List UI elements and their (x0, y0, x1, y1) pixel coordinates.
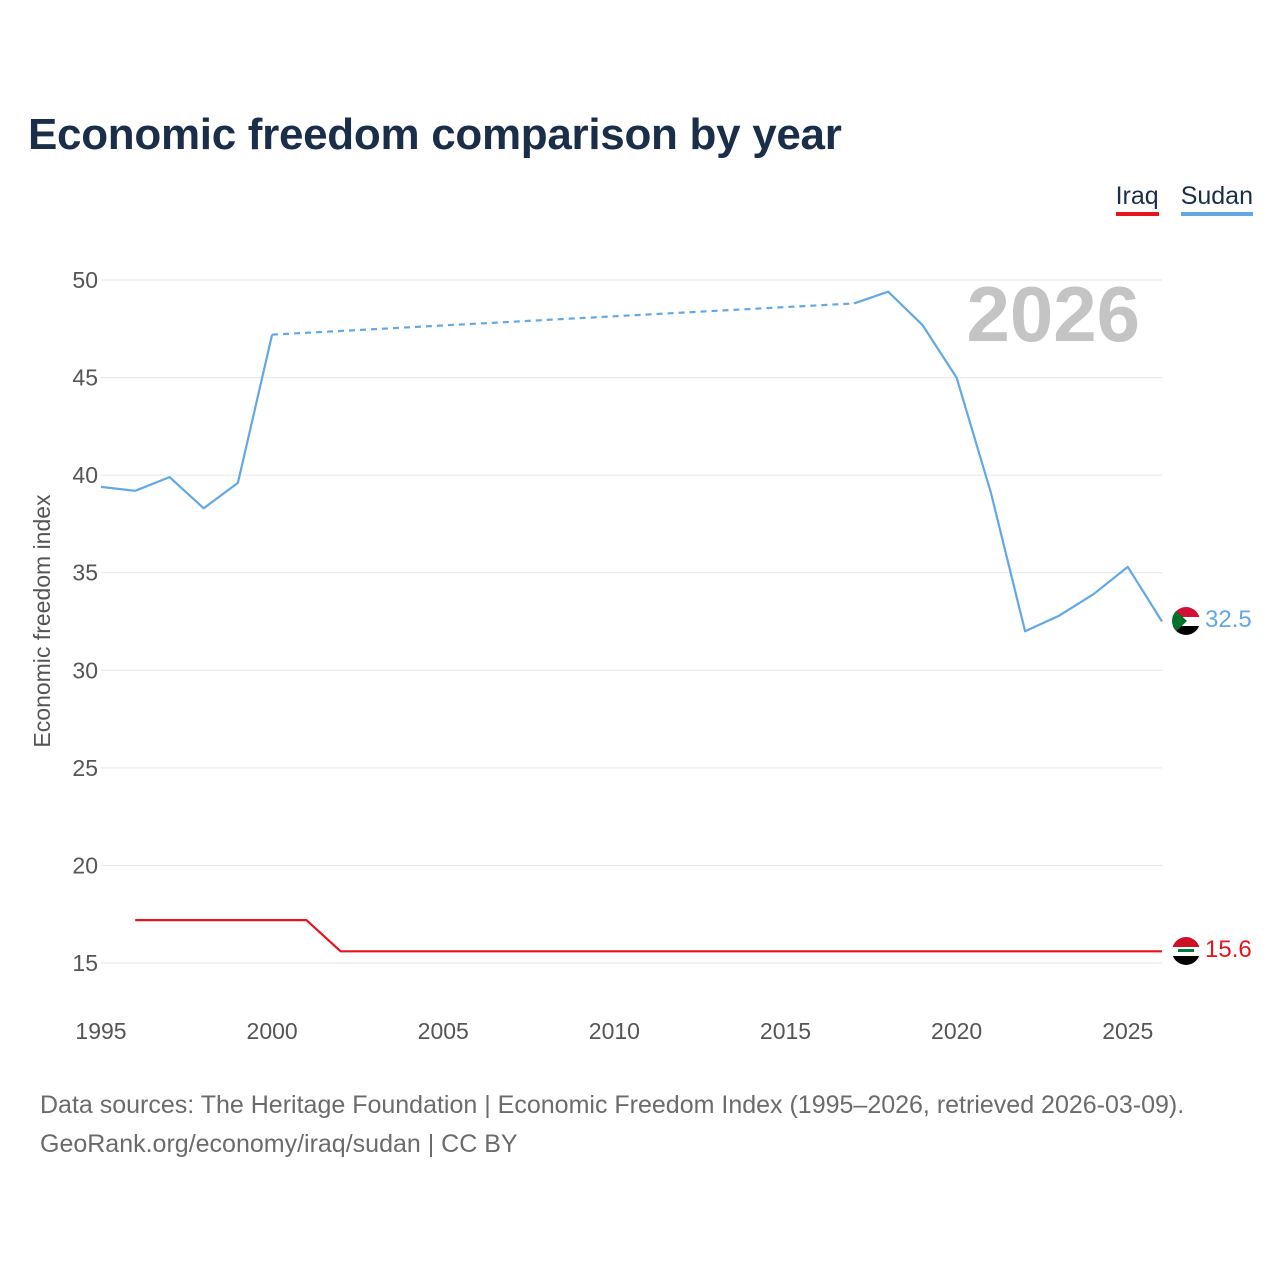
y-tick-label: 30 (72, 657, 98, 683)
x-tick-label: 2015 (760, 1018, 811, 1044)
legend: Iraq Sudan (1115, 182, 1253, 216)
y-tick-label: 50 (72, 267, 98, 293)
data-source-text: Data sources: The Heritage Foundation | … (40, 1091, 1185, 1119)
footer: Data sources: The Heritage Foundation | … (40, 1086, 1184, 1164)
x-tick-label: 2000 (247, 1018, 298, 1044)
x-tick-label: 2020 (931, 1018, 982, 1044)
x-tick-label: 2025 (1102, 1018, 1153, 1044)
y-tick-label: 15 (72, 950, 98, 976)
sudan-series-gap-line (272, 302, 855, 336)
y-tick-label: 25 (72, 755, 98, 781)
end-label-sudan: 32.5 (1205, 606, 1252, 633)
iraq-series-line (135, 918, 1162, 953)
legend-item-iraq[interactable]: Iraq (1115, 182, 1159, 216)
x-tick-label: 1995 (75, 1018, 126, 1044)
sudan-flag-icon (1172, 607, 1200, 635)
y-tick-label: 35 (72, 560, 98, 586)
attribution-text: GeoRank.org/economy/iraq/sudan | CC BY (40, 1130, 518, 1158)
y-tick-label: 45 (72, 365, 98, 391)
sudan-series-line (100, 334, 274, 510)
sudan-series-line (853, 290, 1163, 633)
x-tick-label: 2010 (589, 1018, 640, 1044)
y-tick-label: 40 (72, 462, 98, 488)
year-watermark: 2026 (966, 270, 1140, 358)
x-tick-label: 2005 (418, 1018, 469, 1044)
y-axis-title: Economic freedom index (29, 494, 55, 748)
end-label-iraq: 15.6 (1205, 936, 1252, 963)
legend-item-sudan[interactable]: Sudan (1180, 182, 1253, 216)
iraq-flag-icon (1172, 937, 1200, 965)
chart-title: Economic freedom comparison by year (28, 110, 842, 159)
y-tick-label: 20 (72, 852, 98, 878)
